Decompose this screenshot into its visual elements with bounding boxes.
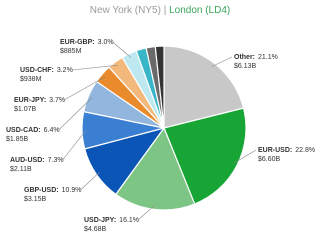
amount-label: $1.07B bbox=[14, 106, 37, 113]
title-left: New York (NY5) bbox=[90, 5, 161, 16]
value-label: 21.1% bbox=[258, 54, 278, 61]
leader-line bbox=[58, 97, 93, 131]
slice-label: GBP-USD: 10.9% bbox=[24, 187, 81, 194]
slice-name: GBP-USD bbox=[24, 187, 56, 194]
slice-name: EUR-JPY bbox=[14, 97, 45, 104]
leader-line bbox=[62, 130, 87, 161]
label-separator: : bbox=[253, 54, 255, 61]
value-label: 3.2% bbox=[57, 67, 73, 74]
value-label: 3.0% bbox=[98, 39, 114, 46]
slice-name: EUR-USD bbox=[258, 147, 290, 154]
pie-slice bbox=[154, 45, 165, 129]
label-separator: : bbox=[290, 147, 292, 154]
chart-title: New York (NY5) | London (LD4) bbox=[90, 5, 230, 16]
slice-name: Other bbox=[234, 54, 253, 61]
slice-label: EUR-JPY: 3.7% bbox=[14, 97, 65, 104]
slice-label: EUR-USD: 22.8% bbox=[258, 147, 315, 154]
label-separator: : bbox=[114, 217, 116, 224]
pie-slice bbox=[114, 126, 196, 211]
slice-label: AUD-USD: 7.3% bbox=[10, 157, 64, 164]
label-separator: : bbox=[44, 97, 46, 104]
amount-label: $3.15B bbox=[24, 196, 47, 203]
title-right: London (LD4) bbox=[169, 5, 230, 16]
leader-line bbox=[71, 64, 118, 71]
label-separator: : bbox=[92, 39, 94, 46]
leader-line bbox=[80, 171, 100, 191]
slice-label: USD-CAD: 6.4% bbox=[6, 127, 60, 134]
value-label: 16.1% bbox=[119, 217, 139, 224]
value-label: 22.8% bbox=[295, 147, 315, 154]
slice-name: USD-CHF bbox=[20, 67, 52, 74]
title-separator: | bbox=[164, 5, 167, 16]
label-separator: : bbox=[52, 67, 54, 74]
label-separator: : bbox=[42, 157, 44, 164]
amount-label: $6.13B bbox=[234, 63, 257, 70]
value-label: 6.4% bbox=[44, 127, 60, 134]
amount-label: $2.11B bbox=[10, 166, 32, 173]
amount-label: $6.60B bbox=[258, 156, 281, 163]
slice-name: USD-JPY bbox=[84, 217, 115, 224]
slice-name: USD-CAD bbox=[6, 127, 38, 134]
leader-line bbox=[211, 56, 233, 67]
value-label: 3.7% bbox=[49, 97, 65, 104]
slice-label: EUR-GBP: 3.0% bbox=[60, 39, 114, 46]
pie-slice bbox=[163, 107, 247, 205]
slice-name: EUR-GBP bbox=[60, 39, 93, 46]
leader-line bbox=[137, 205, 155, 221]
slice-label: USD-CHF: 3.2% bbox=[20, 67, 73, 74]
label-separator: : bbox=[56, 187, 58, 194]
amount-label: $1.85B bbox=[6, 136, 29, 143]
slice-label: Other: 21.1% bbox=[234, 54, 278, 61]
leader-line bbox=[63, 76, 106, 101]
leader-line bbox=[233, 149, 257, 164]
label-separator: : bbox=[38, 127, 40, 134]
slice-label: USD-JPY: 16.1% bbox=[84, 217, 139, 224]
amount-label: $938M bbox=[20, 76, 42, 83]
value-label: 10.9% bbox=[62, 187, 82, 194]
amount-label: $4.68B bbox=[84, 226, 107, 233]
amount-label: $885M bbox=[60, 48, 82, 55]
leader-line bbox=[112, 41, 131, 58]
slice-name: AUD-USD bbox=[10, 157, 42, 164]
pie-slice bbox=[163, 45, 245, 129]
value-label: 7.3% bbox=[48, 157, 64, 164]
